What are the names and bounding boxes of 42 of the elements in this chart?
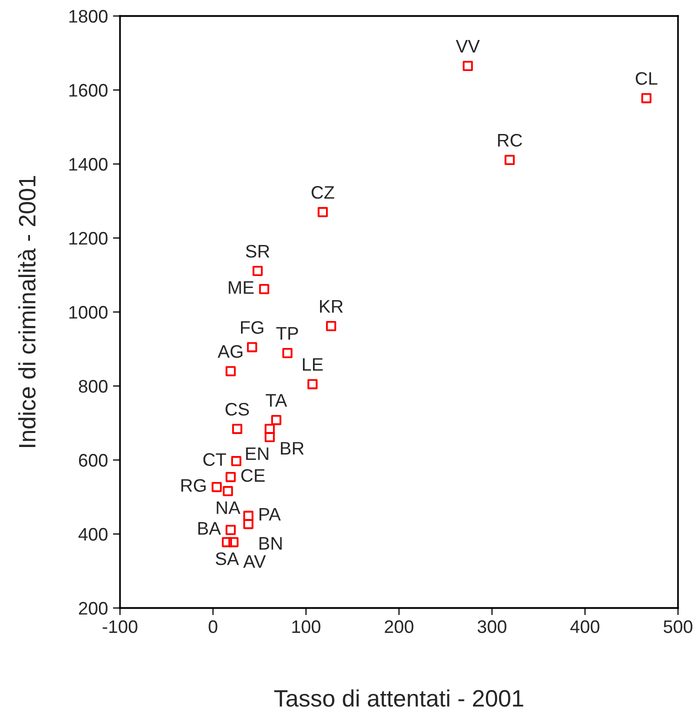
data-label: CE bbox=[241, 469, 265, 482]
data-label: BR bbox=[280, 442, 304, 455]
y-tick-label: 1000 bbox=[69, 306, 108, 319]
data-label: TP bbox=[276, 327, 298, 340]
data-label: CS bbox=[226, 402, 249, 416]
y-axis-title: Indice di criminalità - 2001 bbox=[18, 176, 36, 447]
data-label: CL bbox=[636, 72, 658, 85]
data-label: BN bbox=[260, 537, 282, 550]
data-label: ME bbox=[228, 281, 254, 294]
data-label: RG bbox=[181, 479, 206, 492]
data-label: NA bbox=[216, 501, 240, 514]
y-tick-label: 400 bbox=[78, 528, 108, 541]
data-label: CT bbox=[203, 453, 226, 466]
y-tick-label: 800 bbox=[78, 380, 108, 393]
x-tick-label: -100 bbox=[102, 620, 138, 634]
data-label: FG bbox=[241, 321, 264, 334]
y-tick-label: 1400 bbox=[69, 158, 108, 171]
x-tick-label: 0 bbox=[208, 620, 218, 634]
data-label: EN bbox=[246, 447, 268, 460]
data-label: LE bbox=[302, 358, 323, 371]
data-label: SA bbox=[216, 552, 239, 566]
data-label: CZ bbox=[312, 186, 334, 199]
x-tick-label: 100 bbox=[292, 620, 320, 634]
y-tick-label: 1200 bbox=[69, 232, 108, 245]
x-tick-label: 200 bbox=[384, 620, 414, 634]
y-tick-label: 1800 bbox=[69, 10, 108, 23]
y-tick-label: 1600 bbox=[69, 84, 108, 97]
data-label: RC bbox=[498, 134, 522, 147]
data-label: SR bbox=[246, 244, 270, 258]
data-label: PA bbox=[260, 508, 281, 521]
y-tick-label: 200 bbox=[78, 602, 108, 615]
data-label: KR bbox=[320, 300, 343, 313]
y-tick-label: 600 bbox=[78, 454, 108, 467]
x-axis-title: Tasso di attentati - 2001 bbox=[274, 689, 524, 707]
x-tick-label: 400 bbox=[570, 620, 600, 634]
data-label: AG bbox=[218, 345, 242, 358]
x-tick-label: 500 bbox=[664, 620, 692, 634]
data-label: TA bbox=[266, 394, 288, 407]
data-label: AV bbox=[243, 555, 266, 568]
data-label: BA bbox=[198, 522, 221, 535]
data-label: VV bbox=[456, 40, 480, 52]
x-tick-label: 300 bbox=[478, 620, 506, 634]
